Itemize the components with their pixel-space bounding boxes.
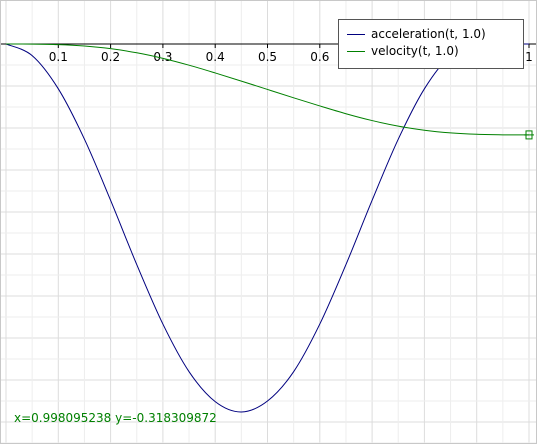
x-tick-label: 0.6 (310, 50, 329, 64)
x-tick-label: 0.1 (49, 50, 68, 64)
legend-swatch-velocity (347, 51, 365, 52)
end-marker[interactable] (525, 130, 533, 140)
x-tick-label: 0.2 (101, 50, 120, 64)
legend-entry-acceleration: acceleration(t, 1.0) (339, 26, 523, 43)
legend: acceleration(t, 1.0) velocity(t, 1.0) (338, 19, 524, 69)
legend-swatch-acceleration (347, 34, 365, 35)
legend-label-velocity: velocity(t, 1.0) (371, 44, 459, 58)
series-line-velocity (5, 43, 530, 136)
marker-group (524, 130, 534, 140)
x-tick-label: 0.5 (258, 50, 277, 64)
cursor-readout: x=0.998095238 y=-0.318309872 (14, 411, 217, 425)
legend-entry-velocity: velocity(t, 1.0) (339, 43, 523, 60)
x-tick-label: 1 (525, 50, 533, 64)
x-tick-label: 0.4 (206, 50, 225, 64)
legend-label-acceleration: acceleration(t, 1.0) (371, 27, 486, 41)
x-tick-label: 0.3 (153, 50, 172, 64)
